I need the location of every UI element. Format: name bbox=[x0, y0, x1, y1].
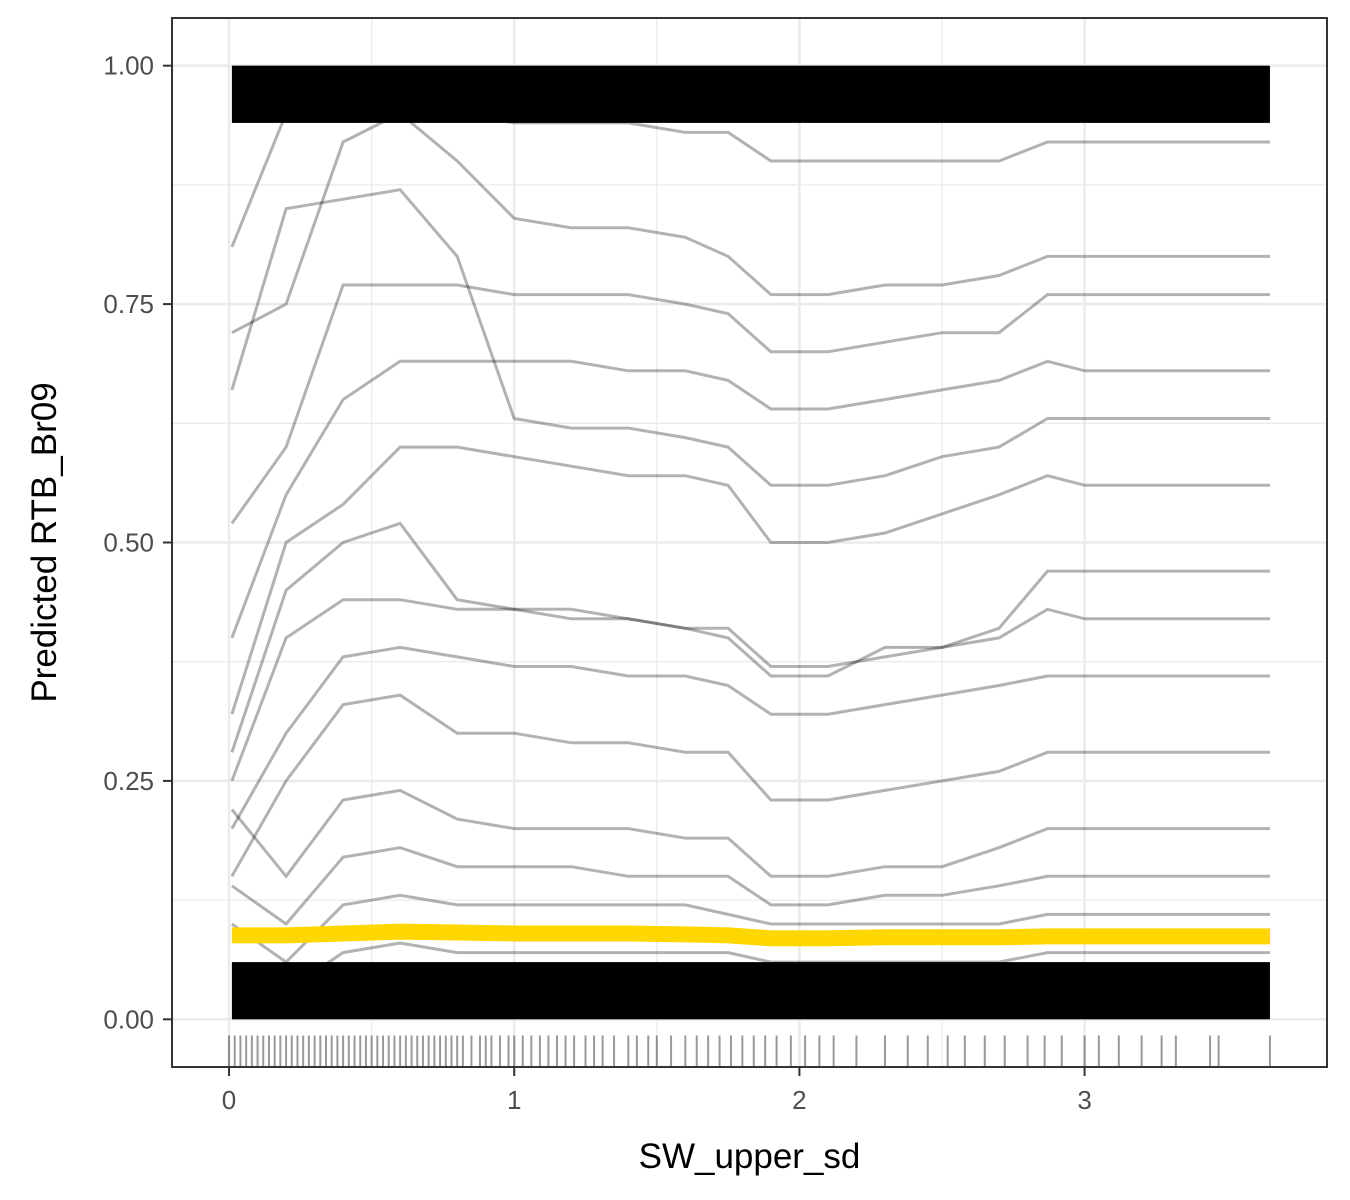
ice-line bbox=[231, 846, 1270, 927]
ice-line bbox=[230, 283, 1270, 525]
y-tick-label: 0.50 bbox=[103, 528, 154, 558]
average-line bbox=[231, 923, 1270, 947]
average-curve-layer bbox=[231, 923, 1270, 947]
axes: 0 1 2 3 0.00 0.25 0.50 0.75 1.00 bbox=[103, 51, 1091, 1115]
ice-line bbox=[230, 693, 1270, 878]
ice-line bbox=[230, 188, 1270, 487]
x-axis-title: SW_upper_sd bbox=[639, 1137, 861, 1176]
y-tick-label: 0.00 bbox=[103, 1004, 154, 1034]
ice-line bbox=[230, 359, 1270, 639]
ice-line bbox=[231, 893, 1270, 965]
ice-curves bbox=[230, 102, 1270, 993]
ice-line bbox=[230, 788, 1270, 879]
rug-marks bbox=[228, 1035, 1271, 1067]
ice-line bbox=[231, 111, 1270, 335]
ice-line bbox=[230, 102, 1270, 248]
x-tick-label: 1 bbox=[507, 1085, 521, 1115]
dense-band bbox=[231, 65, 1270, 123]
x-tick-label: 0 bbox=[222, 1085, 236, 1115]
ice-line bbox=[231, 941, 1270, 993]
y-tick-label: 0.25 bbox=[103, 766, 154, 796]
dense-band bbox=[231, 962, 1270, 1020]
ice-line bbox=[230, 645, 1270, 830]
x-tick-label: 2 bbox=[792, 1085, 806, 1115]
x-tick-label: 3 bbox=[1077, 1085, 1091, 1115]
ice-line bbox=[230, 569, 1270, 782]
ice-line bbox=[230, 445, 1270, 715]
y-tick-label: 1.00 bbox=[103, 51, 154, 81]
y-tick-label: 0.75 bbox=[103, 289, 154, 319]
dense-line-bands bbox=[231, 65, 1270, 1020]
ice-line bbox=[230, 521, 1270, 753]
y-axis-title: Predicted RTB_Br09 bbox=[25, 382, 64, 702]
